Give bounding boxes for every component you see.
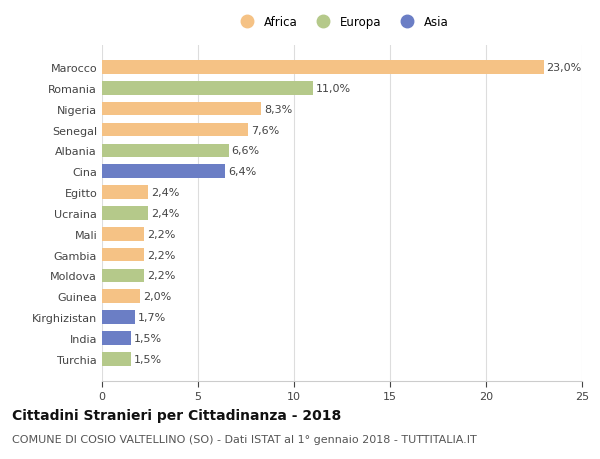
Text: 2,2%: 2,2% [147, 271, 175, 281]
Bar [102, 165, 225, 179]
Text: 1,5%: 1,5% [134, 354, 162, 364]
Bar [102, 269, 144, 283]
Bar [102, 248, 144, 262]
Bar [102, 290, 140, 303]
Bar [102, 61, 544, 75]
Text: 1,5%: 1,5% [134, 333, 162, 343]
Bar [102, 103, 262, 116]
Bar [102, 331, 131, 345]
Text: 7,6%: 7,6% [251, 125, 279, 135]
Bar [102, 144, 229, 158]
Text: 8,3%: 8,3% [264, 105, 292, 114]
Text: 2,0%: 2,0% [143, 291, 172, 302]
Bar [102, 123, 248, 137]
Text: 23,0%: 23,0% [547, 63, 582, 73]
Text: 6,4%: 6,4% [228, 167, 256, 177]
Text: 2,4%: 2,4% [151, 208, 179, 218]
Text: 1,7%: 1,7% [137, 313, 166, 322]
Bar [102, 207, 148, 220]
Bar [102, 228, 144, 241]
Bar [102, 352, 131, 366]
Text: 2,2%: 2,2% [147, 250, 175, 260]
Bar [102, 82, 313, 95]
Text: 2,4%: 2,4% [151, 188, 179, 198]
Text: 11,0%: 11,0% [316, 84, 351, 94]
Text: COMUNE DI COSIO VALTELLINO (SO) - Dati ISTAT al 1° gennaio 2018 - TUTTITALIA.IT: COMUNE DI COSIO VALTELLINO (SO) - Dati I… [12, 434, 477, 444]
Legend: Africa, Europa, Asia: Africa, Europa, Asia [230, 11, 454, 34]
Bar [102, 311, 134, 324]
Bar [102, 186, 148, 199]
Text: Cittadini Stranieri per Cittadinanza - 2018: Cittadini Stranieri per Cittadinanza - 2… [12, 409, 341, 422]
Text: 6,6%: 6,6% [232, 146, 260, 156]
Text: 2,2%: 2,2% [147, 229, 175, 239]
